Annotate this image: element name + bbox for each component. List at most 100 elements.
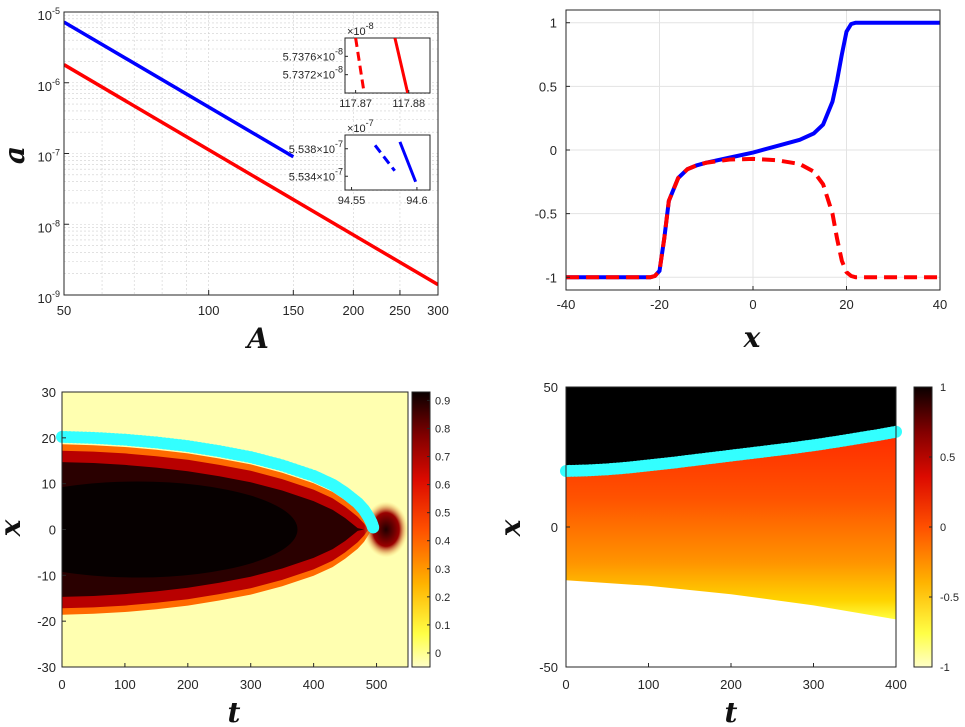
inset-y-tick-label: 5.538×10-7 — [289, 139, 343, 156]
y-axis-label: x — [0, 519, 27, 537]
colorbar-tick-label: 0 — [940, 522, 946, 534]
colorbar-tick-label: 0.6 — [435, 480, 450, 492]
colorbar-tick-label: 0.5 — [435, 508, 450, 520]
y-tick-label: 10-9 — [38, 289, 60, 306]
y-tick-label: 1 — [550, 16, 557, 31]
x-tick-label: 400 — [303, 677, 325, 692]
heatmap-dark-region — [566, 387, 896, 469]
x-tick-label: 40 — [933, 297, 947, 312]
y-tick-label-exp: -5 — [52, 6, 60, 16]
colorbar-tick-label: 1 — [940, 382, 946, 394]
y-tick-label: 10-8 — [38, 218, 60, 235]
panel-bottom-left: 0 100 200 300 400 500 -30 -20 -10 0 10 20 30 t x 0 0.1 0.… — [0, 385, 450, 727]
x-tick-label: 200 — [720, 677, 742, 692]
x-tick-label: -20 — [650, 297, 669, 312]
y-tick-label: -20 — [37, 614, 56, 629]
x-tick-label: 100 — [198, 303, 220, 318]
y-tick-label: 0 — [49, 523, 56, 538]
y-tick-label: 0 — [550, 143, 557, 158]
y-tick-label: 50 — [544, 380, 558, 395]
colorbar-tick-label: 0.3 — [435, 564, 450, 576]
inset-y-tick-label: 5.7376×10-8 — [283, 46, 343, 63]
inset-lower: ×10-794.55 94.65.538×10-75.534×10-7 — [289, 118, 431, 207]
front-markers — [560, 425, 902, 477]
x-tick-label: 200 — [343, 303, 365, 318]
x-tick-label: 400 — [885, 677, 907, 692]
series-line-1 — [64, 20, 295, 159]
x-tick-label: 100 — [638, 677, 660, 692]
inset-y-tick-label-base: 5.534×10 — [289, 171, 335, 183]
y-tick-label-exp: -6 — [52, 77, 60, 87]
inset-y-tick-label: 5.7372×10-8 — [283, 65, 343, 82]
series-line-2 — [64, 63, 438, 287]
colorbar-tick-label: 0.5 — [940, 452, 955, 464]
x-axis-label: A — [244, 322, 269, 355]
x-tick-label: 100 — [114, 677, 136, 692]
x-tick-label: 250 — [389, 303, 411, 318]
inset-x-tick-label: 117.88 — [392, 98, 425, 110]
inset-multiplier-exp: -8 — [366, 21, 374, 31]
inset-y-tick-label-exp: -7 — [335, 139, 343, 149]
y-tick-label-base: 10 — [38, 150, 52, 165]
y-tick-label: -1 — [545, 270, 557, 285]
y-tick-label: 10 — [42, 477, 56, 492]
y-tick-label-base: 10 — [38, 79, 52, 94]
series-line-2 — [566, 156, 940, 280]
x-tick-label: 0 — [562, 677, 569, 692]
inset-multiplier-exp: -7 — [366, 118, 374, 128]
inset-y-tick-label-base: 5.538×10 — [289, 144, 335, 156]
front-marker — [367, 521, 380, 534]
y-tick-label: 30 — [42, 385, 56, 400]
colorbar-tick-label: 0.8 — [435, 423, 450, 435]
x-tick-label: 300 — [240, 677, 262, 692]
inset-series — [373, 141, 418, 183]
y-tick-label: -50 — [539, 660, 558, 675]
colorbar-tick-label: 0.2 — [435, 592, 450, 604]
inset-multiplier-base: ×10 — [347, 123, 366, 135]
x-tick-label: 200 — [177, 677, 199, 692]
heatmap-oscillation — [363, 501, 408, 558]
heatmap-field — [566, 387, 896, 667]
panel-bottom-right: 0 100 200 300 400 -50 0 50 t x -1 -0.5 0 0.5 1 — [494, 380, 959, 727]
inset-x-tick-label: 94.6 — [406, 195, 427, 207]
x-tick-label: 150 — [282, 303, 304, 318]
inset-line-2 — [398, 141, 418, 183]
inset-multiplier-base: ×10 — [347, 26, 366, 38]
x-axis-label: t — [725, 696, 738, 727]
inset-box — [344, 37, 431, 94]
y-tick-label-base: 10 — [38, 291, 52, 306]
colorbar-gradient — [411, 391, 431, 668]
y-tick-label: 10-5 — [38, 6, 60, 23]
heatmap-field — [62, 392, 408, 667]
y-tick-label: -30 — [37, 660, 56, 675]
colorbar-tick-label: 0.1 — [435, 620, 450, 632]
colorbar-tick-label: 0 — [435, 648, 441, 660]
inset-multiplier: ×10-8 — [347, 21, 374, 38]
y-tick-label: 0.5 — [539, 79, 557, 94]
y-tick-label: -10 — [37, 568, 56, 583]
inset-y-tick-label-exp: -8 — [335, 46, 343, 56]
inset-x-tick-label: 117.87 — [339, 98, 372, 110]
y-tick-label-exp: -9 — [52, 289, 60, 299]
colorbar-tick-label: -1 — [940, 662, 950, 674]
x-tick-label: 300 — [803, 677, 825, 692]
inset-line-2 — [393, 38, 410, 93]
inset-y-tick-label: 5.534×10-7 — [289, 166, 343, 183]
inset-line-1 — [373, 144, 396, 172]
colorbar-tick-label: 0.9 — [435, 395, 450, 407]
x-axis-label: t — [228, 696, 241, 727]
inset-y-tick-label-exp: -7 — [335, 166, 343, 176]
colorbar-tick-label: 0.7 — [435, 452, 450, 464]
heatmap-dark-center — [62, 481, 298, 578]
colorbar-tick-label: -0.5 — [940, 592, 959, 604]
panel-top-left: 50 100 150 200 250 30010-910-810-710-610-5Aa×… — [0, 6, 449, 355]
x-tick-label: 50 — [57, 303, 71, 318]
inset-multiplier: ×10-7 — [347, 118, 374, 135]
heatmap-transition-region — [566, 431, 896, 620]
front-markers — [56, 430, 380, 534]
x-tick-label: 0 — [749, 297, 756, 312]
y-tick-label-base: 10 — [38, 220, 52, 235]
x-tick-label: -40 — [557, 297, 576, 312]
